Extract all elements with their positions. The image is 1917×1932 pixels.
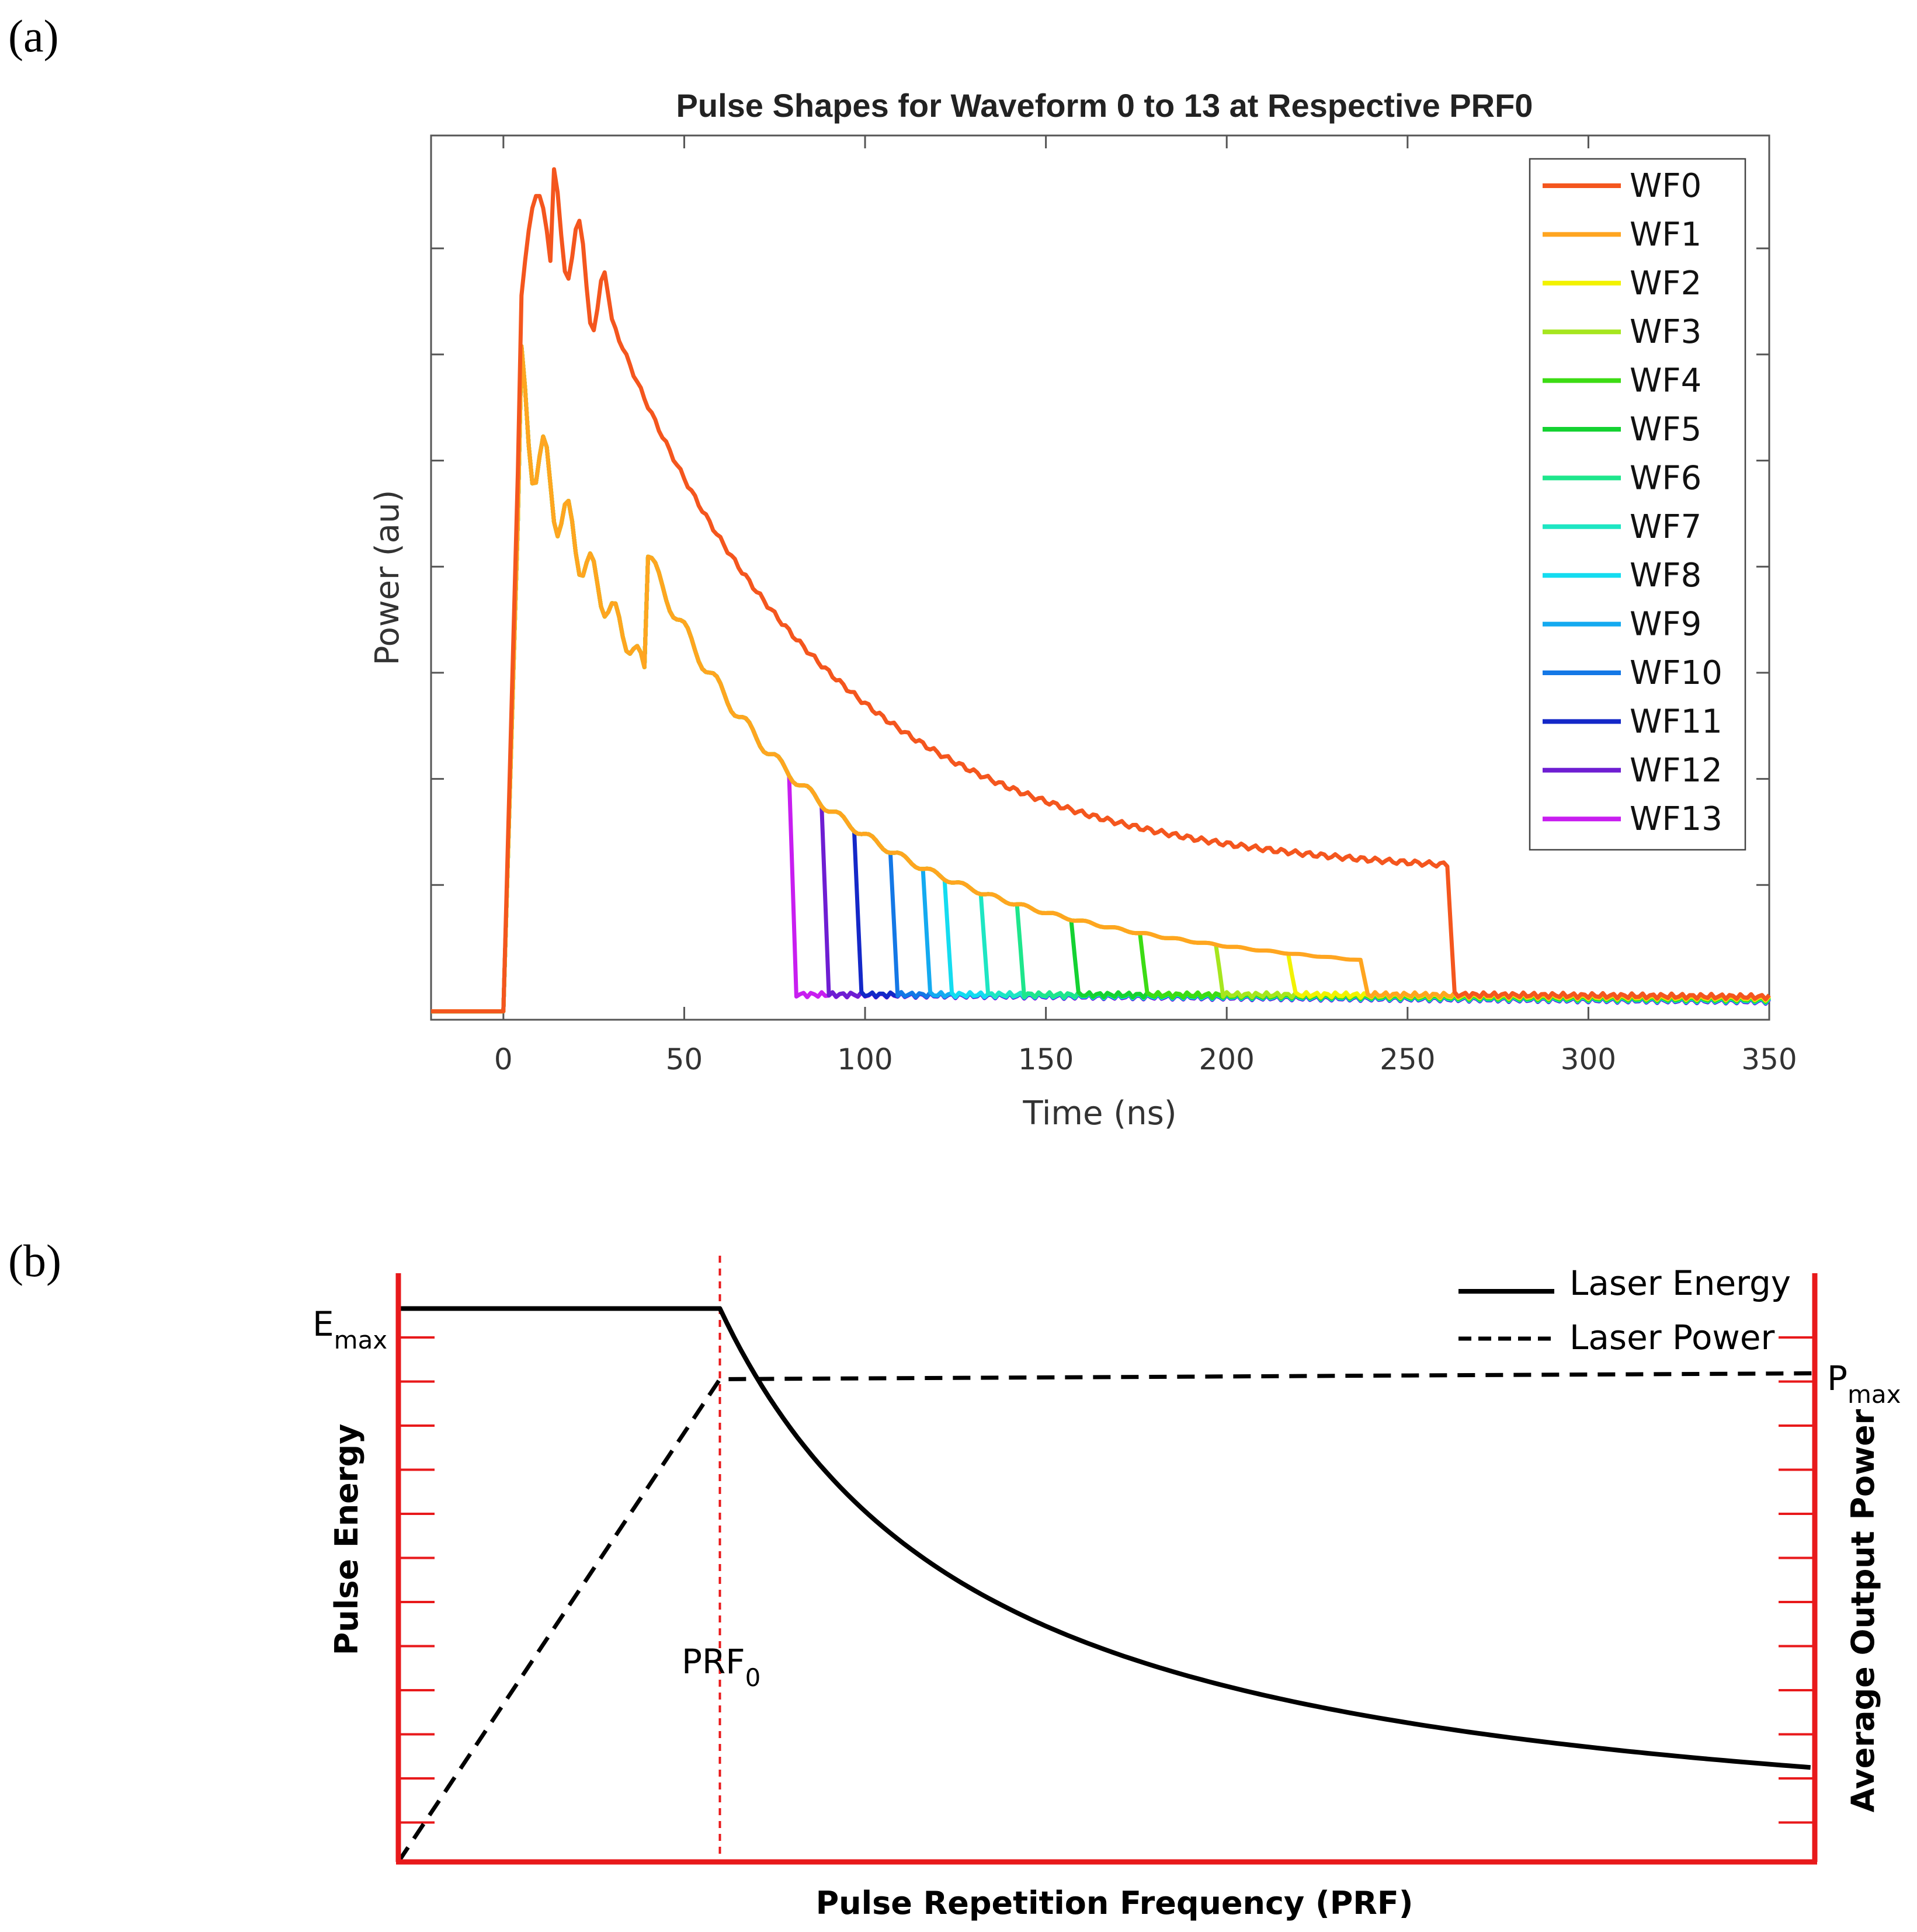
emax-label-sub: max	[334, 1326, 388, 1354]
chart-a-x-tick-label: 200	[1199, 1043, 1254, 1076]
legend-label-wf7: WF7	[1630, 508, 1701, 546]
legend-label-wf1: WF1	[1630, 216, 1701, 253]
chart-a-x-tick-label: 250	[1380, 1043, 1435, 1076]
chart-a-title: Pulse Shapes for Waveform 0 to 13 at Res…	[676, 87, 1533, 124]
chart-a-x-tick-labels: 0 50 100 150 200 250 300 350	[494, 1043, 1797, 1076]
chart-a: Pulse Shapes for Waveform 0 to 13 at Res…	[369, 87, 1797, 1132]
chart-a-xlabel: Time (ns)	[1022, 1094, 1176, 1132]
pmax-label: Pmax	[1827, 1358, 1901, 1409]
chart-a-x-tick-label: 50	[666, 1043, 703, 1076]
legend-label-wf4: WF4	[1630, 362, 1701, 400]
legend-label-wf6: WF6	[1630, 459, 1701, 497]
emax-label-main: E	[312, 1304, 334, 1344]
legend-label-wf8: WF8	[1630, 557, 1701, 595]
chart-a-x-tick-label: 300	[1561, 1043, 1616, 1076]
series-wf0-line	[431, 167, 1771, 1014]
legend-label-wf3: WF3	[1630, 313, 1701, 351]
legend-label-wf0: WF0	[1630, 167, 1701, 205]
pmax-label-main: P	[1827, 1358, 1847, 1398]
legend-label-laser-power: Laser Power	[1569, 1318, 1775, 1357]
legend-label-wf5: WF5	[1630, 411, 1701, 449]
emax-label: Emax	[312, 1304, 387, 1354]
laser-energy-line	[398, 1306, 1811, 1770]
legend-label-laser-energy: Laser Energy	[1569, 1263, 1791, 1303]
chart-a-x-tick-label: 100	[837, 1043, 892, 1076]
chart-b-ylabel-left: Pulse Energy	[328, 1424, 365, 1656]
prf0-label-sub: 0	[745, 1663, 761, 1692]
chart-b-legend: Laser Energy Laser Power	[1458, 1263, 1791, 1357]
prf0-label: PRF0	[682, 1642, 760, 1692]
pmax-label-sub: max	[1847, 1380, 1901, 1409]
panel-a-label: (a)	[8, 11, 59, 61]
legend-label-wf9: WF9	[1630, 606, 1701, 644]
legend-label-wf12: WF12	[1630, 752, 1722, 790]
chart-a-x-tick-label: 150	[1018, 1043, 1074, 1076]
chart-a-x-tick-label: 350	[1741, 1043, 1797, 1076]
chart-b: Emax Pmax PRF0 Pulse Repetition Frequenc…	[312, 1256, 1901, 1921]
chart-a-legend-box	[1529, 158, 1746, 851]
chart-a-ylabel: Power (au)	[369, 490, 407, 666]
laser-power-line	[397, 1371, 1815, 1863]
legend-label-wf10: WF10	[1630, 654, 1722, 692]
chart-b-xlabel: Pulse Repetition Frequency (PRF)	[816, 1885, 1414, 1921]
chart-b-ylabel-right: Average Output Power	[1845, 1409, 1881, 1812]
legend-label-wf2: WF2	[1630, 265, 1701, 303]
chart-b-ticks	[398, 1336, 1815, 1824]
legend-label-wf13: WF13	[1630, 800, 1722, 838]
chart-a-legend: WF0 WF1 WF2 WF3 WF4 WF5 WF6 WF7 WF8 WF9 WF10 WF11 WF…	[1529, 158, 1746, 851]
legend-label-wf11: WF11	[1630, 703, 1722, 741]
panel-b-label: (b)	[8, 1235, 61, 1286]
chart-a-series	[431, 167, 1771, 1014]
prf0-label-main: PRF	[682, 1642, 745, 1681]
chart-a-x-tick-label: 0	[494, 1043, 513, 1076]
